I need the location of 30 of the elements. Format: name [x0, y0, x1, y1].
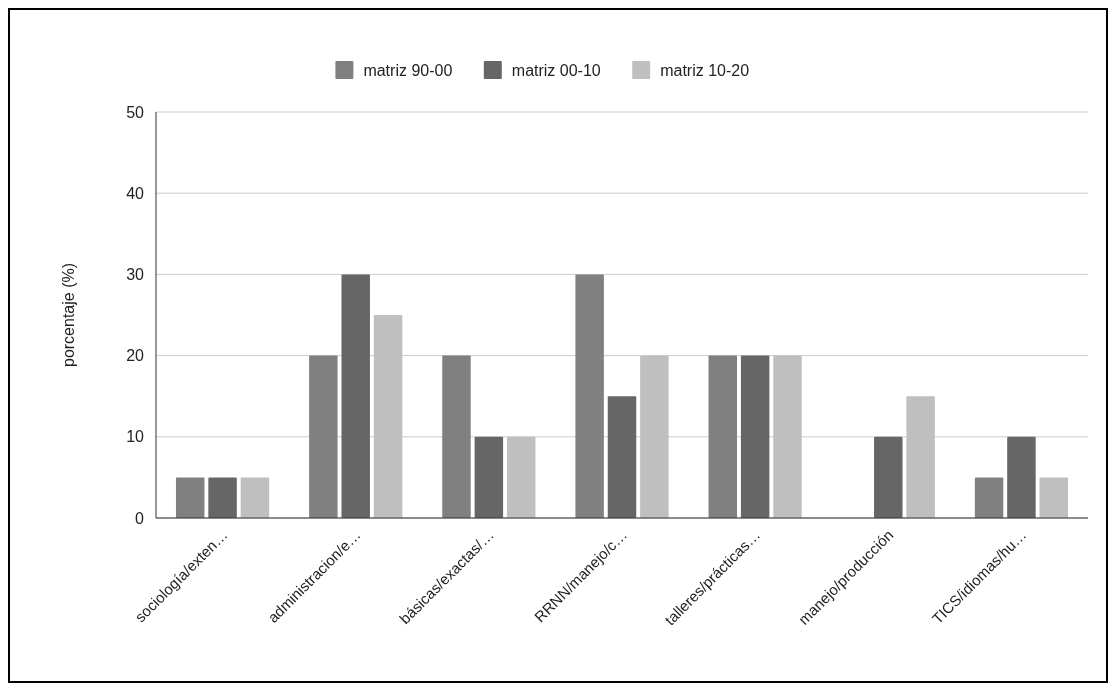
y-tick-label: 40	[126, 184, 145, 202]
y-tick-label: 20	[126, 347, 145, 365]
y-tick-label: 50	[126, 103, 145, 121]
bar	[208, 477, 237, 518]
bar	[740, 355, 770, 518]
bar	[373, 315, 403, 518]
y-tick-label: 10	[126, 428, 145, 446]
y-tick-label: 30	[126, 266, 145, 283]
bar	[708, 355, 738, 518]
bar	[474, 436, 504, 518]
bar	[575, 274, 604, 518]
bar	[640, 355, 669, 518]
bar	[175, 477, 205, 518]
bar	[1007, 436, 1036, 518]
bar	[309, 355, 338, 518]
bar	[506, 436, 536, 518]
bar	[442, 355, 471, 518]
bar	[240, 477, 270, 518]
bar	[874, 436, 903, 518]
bar	[607, 396, 637, 518]
y-tick-label: 0	[135, 509, 145, 527]
y-axis-title: porcentaje (%)	[60, 262, 77, 368]
legend-label: matriz 00-10	[511, 61, 601, 79]
bar	[341, 274, 370, 518]
legend-label: matriz 90-00	[363, 61, 453, 79]
bar	[773, 355, 802, 518]
bar	[1039, 477, 1069, 518]
bar	[974, 477, 1004, 518]
legend-label: matriz 10-20	[660, 61, 750, 79]
bar	[906, 396, 935, 518]
